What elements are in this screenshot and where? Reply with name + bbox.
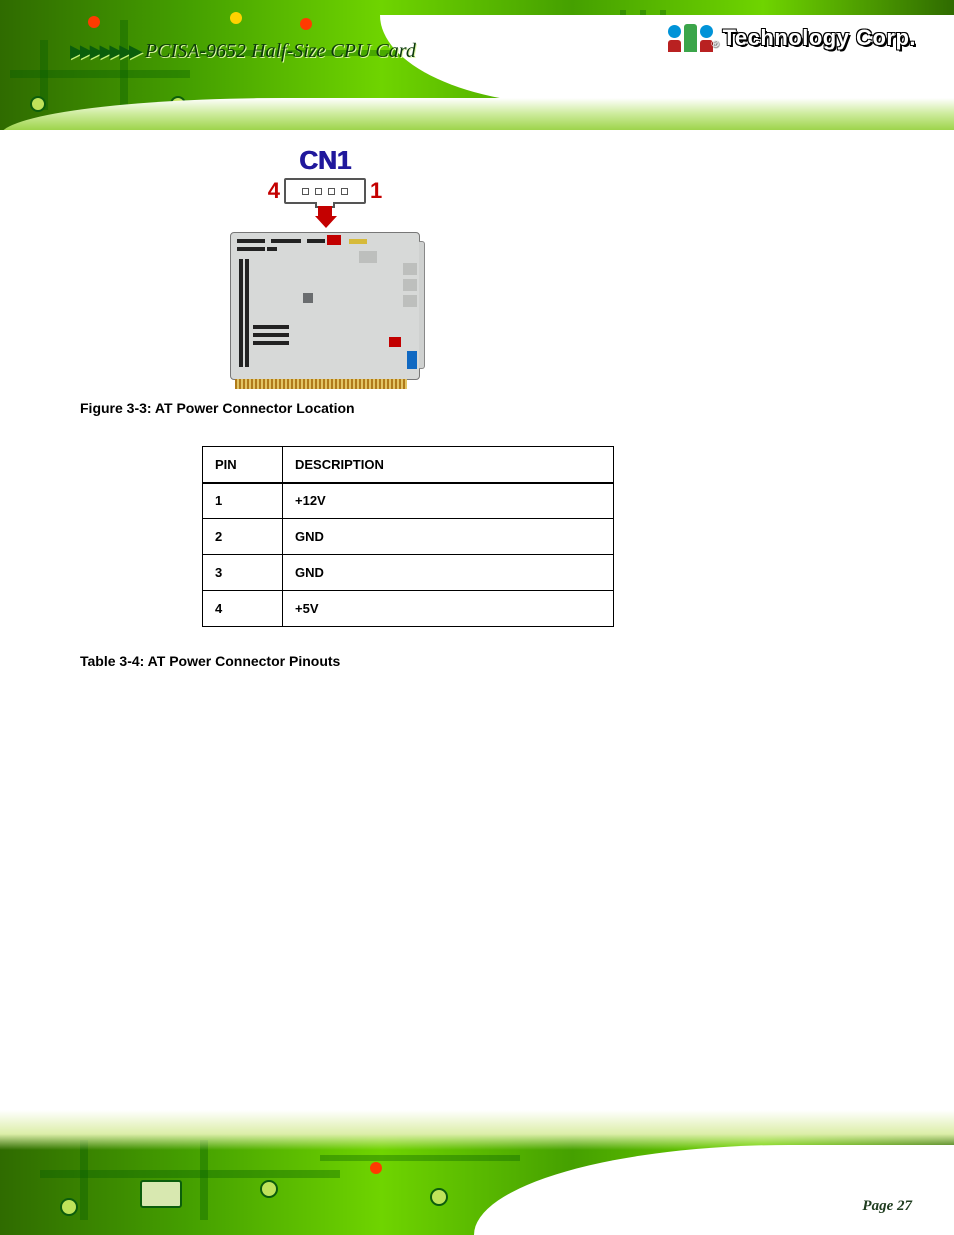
cell-pin: 1 (203, 483, 283, 519)
cell-description: GND (283, 519, 614, 555)
board-edge-bracket (419, 241, 425, 369)
col-header-pin: PIN (203, 447, 283, 483)
page-footer: Page 27 (0, 1110, 954, 1235)
pin-right-label: 1 (370, 178, 382, 204)
table-row: 2GND (203, 519, 614, 555)
board-component (253, 341, 289, 345)
board-component (267, 247, 277, 251)
table-row: 1+12V (203, 483, 614, 519)
connector-pin (315, 188, 322, 195)
board-component (237, 239, 265, 243)
table-row: 4+5V (203, 591, 614, 627)
board-component (253, 325, 289, 329)
pin-left-label: 4 (268, 178, 280, 204)
connector-outline (284, 178, 366, 204)
table-row: 3GND (203, 555, 614, 591)
connector-callout: CN1 4 1 (210, 145, 440, 228)
brand-logo: ® Technology Corp. (668, 24, 916, 52)
connector-pin (341, 188, 348, 195)
document-title: PCISA-9652 Half-Size CPU Card (145, 40, 416, 63)
board-component (403, 295, 417, 307)
board-component (327, 235, 341, 245)
table-caption: Table 3-4: AT Power Connector Pinouts (80, 653, 874, 669)
registered-symbol: ® (711, 39, 718, 50)
board-component (237, 247, 265, 251)
title-arrow-glyphs: ▶▶▶▶▶▶▶ (70, 41, 139, 62)
logo-dot-right (700, 25, 713, 38)
col-header-description: DESCRIPTION (283, 447, 614, 483)
logo-bar-2 (684, 24, 697, 52)
board-component (253, 333, 289, 337)
board-component (303, 293, 313, 303)
board-component (245, 259, 249, 367)
connector-label: CN1 (210, 145, 440, 176)
cell-description: GND (283, 555, 614, 591)
cell-description: +5V (283, 591, 614, 627)
connector-pin (328, 188, 335, 195)
board-component (271, 239, 301, 243)
footer-fade (0, 1110, 954, 1150)
cell-pin: 3 (203, 555, 283, 591)
figure-caption: Figure 3-3: AT Power Connector Location (80, 400, 874, 416)
table-header-row: PIN DESCRIPTION (203, 447, 614, 483)
document-title-row: ▶▶▶▶▶▶▶ PCISA-9652 Half-Size CPU Card (70, 40, 416, 63)
board-component (239, 259, 243, 367)
page-header: ▶▶▶▶▶▶▶ PCISA-9652 Half-Size CPU Card ® … (0, 0, 954, 130)
cell-pin: 2 (203, 519, 283, 555)
board-component (359, 251, 377, 263)
connector-pin (302, 188, 309, 195)
brand-name: Technology Corp. (723, 25, 916, 51)
board-component (403, 263, 417, 275)
figure-at-power-connector: CN1 4 1 (210, 145, 440, 380)
iei-logo-bars (668, 24, 713, 52)
logo-bar-1 (668, 40, 681, 52)
board-component (389, 337, 401, 347)
page-content: CN1 4 1 Figure 3-3: AT Power Connector L… (0, 135, 954, 669)
board-diagram (230, 232, 420, 380)
board-component (307, 239, 325, 243)
board-component (407, 351, 417, 369)
callout-arrow-icon (315, 206, 335, 228)
logo-dot-left (668, 25, 681, 38)
page-number: Page 27 (862, 1198, 912, 1215)
header-swoosh-fade (0, 98, 954, 130)
board-component (403, 279, 417, 291)
board-component (349, 239, 367, 244)
pinout-table: PIN DESCRIPTION 1+12V2GND3GND4+5V (202, 446, 614, 627)
cell-pin: 4 (203, 591, 283, 627)
cell-description: +12V (283, 483, 614, 519)
